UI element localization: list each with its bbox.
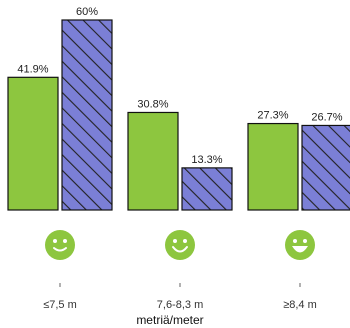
smiley-icon-small (45, 230, 75, 260)
data-label-1-2: 30.8% (137, 98, 168, 110)
x-tick-labels: ≤7,5 m 7,6-8,3 m ≥8,4 m (43, 283, 317, 311)
smiley-icon-medium (165, 230, 195, 260)
icons-group (45, 230, 315, 260)
x-tick-label-2: 7,6-8,3 m (157, 299, 203, 311)
bar-2-1 (61, 19, 113, 211)
data-label-2-2: 13.3% (191, 154, 222, 166)
smiley-icon-big (285, 230, 315, 260)
data-label-2-1: 60% (76, 6, 98, 18)
data-label-1-1: 41.9% (17, 63, 48, 75)
bar-1-2 (127, 111, 179, 211)
bar-2-2 (181, 167, 233, 211)
x-tick-label-1: ≤7,5 m (43, 299, 77, 311)
bar-1-3 (247, 122, 299, 211)
bars-group: 41.9% 60% 30.8% 13.3% 27.3% 26.7% (7, 6, 350, 211)
bar-2-3 (301, 124, 350, 211)
data-label-1-3: 27.3% (257, 110, 288, 122)
data-label-2-3: 26.7% (311, 111, 342, 123)
x-axis-label: metriä/meter (136, 313, 203, 327)
x-tick-label-3: ≥8,4 m (283, 299, 317, 311)
bar-1-1 (7, 76, 59, 211)
